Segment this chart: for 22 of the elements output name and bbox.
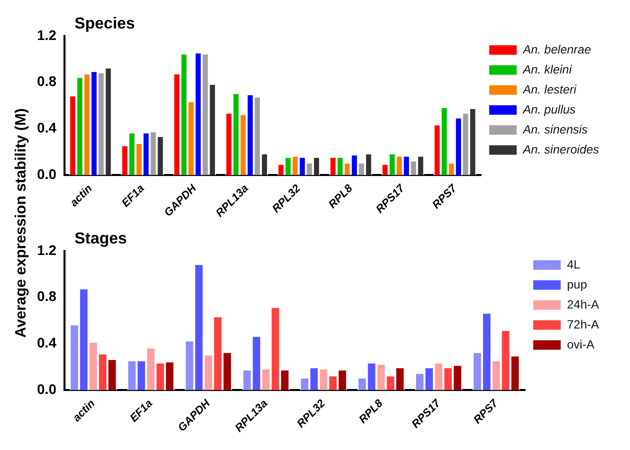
legend-label: 4L bbox=[566, 257, 581, 272]
legend-label: An. pullus bbox=[522, 102, 576, 116]
y-tick-label: 0.8 bbox=[36, 73, 57, 90]
y-tick-label: 0.8 bbox=[36, 288, 57, 304]
legend-label: An. lesteri bbox=[522, 82, 577, 96]
legend-label: An. kleini bbox=[522, 62, 572, 76]
y-tick-label: 1.2 bbox=[36, 242, 57, 258]
y-tick-label: 1.2 bbox=[36, 26, 57, 43]
y-tick-label: 0.4 bbox=[36, 334, 57, 351]
legend-label: 24h-A bbox=[566, 297, 600, 312]
legend-label: ovi-A bbox=[566, 337, 594, 352]
y-tick-label: 0.4 bbox=[36, 120, 57, 136]
y-tick-label: 0.0 bbox=[36, 166, 57, 182]
legend-label: 72h-A bbox=[566, 317, 600, 332]
chart-title: Species bbox=[74, 15, 136, 32]
legend-label: An. sinensis bbox=[522, 122, 588, 136]
legend-label: An. sineroides bbox=[522, 142, 600, 156]
y-axis-title: Average expression stability (M) bbox=[12, 108, 30, 338]
chart-title: Stages bbox=[74, 230, 128, 248]
legend-label: An. belenrae bbox=[522, 42, 592, 56]
legend-label: pup bbox=[566, 277, 588, 292]
y-tick-label: 0.0 bbox=[36, 380, 57, 397]
